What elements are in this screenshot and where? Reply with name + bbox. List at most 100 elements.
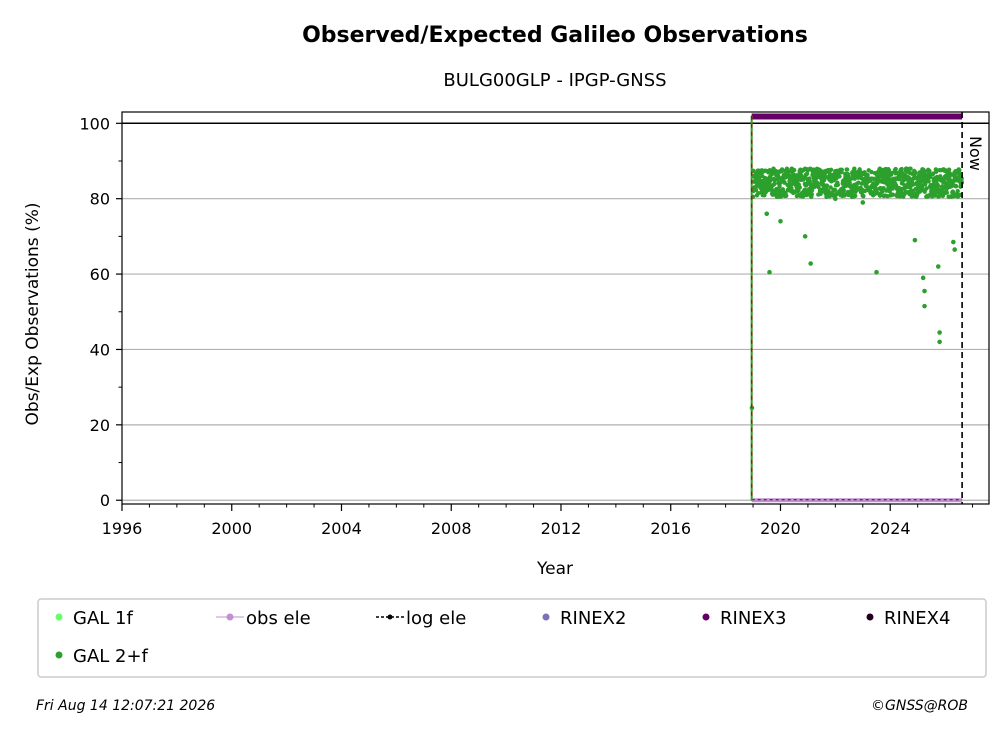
legend-item: GAL 1f — [55, 608, 133, 629]
gal2f-point — [913, 170, 918, 176]
x-tick-label: 2024 — [870, 519, 911, 538]
gal2f-point — [809, 187, 815, 193]
gal2f-point — [935, 183, 941, 188]
x-tick-label: 2016 — [650, 519, 691, 538]
gal2f-point — [948, 172, 953, 178]
gal2f-point — [811, 167, 816, 172]
gal2f-point — [952, 247, 958, 252]
legend-label: GAL 2+f — [73, 646, 149, 667]
gal2f-point — [852, 166, 857, 171]
footer-timestamp: Fri Aug 14 12:07:21 2026 — [36, 698, 215, 714]
gal2f-point — [772, 188, 778, 194]
chart-subtitle: BULG00GLP - IPGP-GNSS — [443, 70, 666, 91]
gal2f-point — [890, 192, 896, 197]
legend-marker — [702, 613, 710, 621]
legend-item: GAL 2+f — [55, 646, 149, 667]
gal2f-point — [946, 167, 952, 172]
legend-item: log ele — [376, 608, 466, 629]
gal2f-point — [841, 188, 847, 193]
gal2f-point — [818, 191, 823, 197]
gal2f-point — [899, 166, 904, 172]
gal2f-point — [920, 275, 926, 281]
gal2f-point — [955, 188, 960, 194]
gal2f-point — [832, 187, 838, 193]
legend-label: RINEX2 — [560, 608, 626, 629]
legend-marker — [226, 613, 234, 621]
gal2f-series — [749, 166, 965, 411]
gal2f-point — [861, 193, 866, 199]
gal2f-point — [797, 185, 802, 190]
gal2f-point — [753, 187, 759, 193]
gal2f-point — [906, 175, 912, 181]
gal2f-point — [893, 166, 898, 172]
legend-label: log ele — [406, 608, 466, 629]
gal2f-point — [805, 177, 811, 183]
gal2f-point — [753, 173, 759, 179]
gal2f-point — [772, 181, 777, 187]
gal2f-point — [800, 194, 806, 199]
gal2f-point — [808, 261, 813, 266]
gal2f-point — [844, 167, 850, 172]
gal2f-point — [942, 185, 948, 190]
legend-label: obs ele — [246, 608, 311, 629]
gal2f-point — [937, 330, 942, 335]
gal2f-point — [874, 177, 879, 183]
gal2f-point — [897, 176, 902, 182]
gal2f-point — [935, 264, 941, 269]
gal2f-point — [889, 170, 894, 176]
legend-marker — [55, 651, 63, 659]
gal2f-point — [824, 183, 830, 188]
gal2f-point — [815, 180, 820, 186]
gal2f-point — [937, 339, 942, 345]
gal2f-point — [880, 189, 885, 194]
gal2f-point — [927, 168, 932, 174]
gal2f-point — [837, 174, 842, 179]
gal2f-point — [929, 188, 934, 194]
gal2f-point — [922, 303, 927, 309]
gal2f-point — [853, 193, 858, 199]
gal2f-point — [956, 177, 962, 183]
y-tick-label: 100 — [79, 114, 110, 133]
gal2f-point — [915, 181, 920, 186]
gal2f-point — [933, 169, 939, 174]
gal2f-point — [881, 185, 886, 191]
legend-item: RINEX4 — [866, 608, 950, 629]
legend-marker — [542, 613, 550, 621]
gal2f-point — [924, 186, 929, 191]
gal2f-point — [791, 167, 797, 173]
gal2f-point — [944, 190, 949, 195]
x-tick-label: 2000 — [211, 519, 252, 538]
gal2f-point — [833, 196, 838, 201]
gal2f-point — [887, 185, 893, 190]
x-tick-label: 2020 — [760, 519, 801, 538]
gal2f-point — [922, 182, 928, 187]
gal2f-point — [957, 167, 962, 173]
x-axis-label: Year — [536, 559, 573, 579]
gal2f-point — [842, 191, 847, 197]
x-tick-label: 2004 — [321, 519, 362, 538]
gal2f-point — [951, 239, 956, 245]
gal2f-point — [849, 176, 854, 181]
gal2f-point — [919, 184, 925, 189]
gal2f-point — [835, 182, 841, 187]
x-tick-label: 2008 — [431, 519, 472, 538]
y-axis-label: Obs/Exp Observations (%) — [23, 203, 43, 426]
gal2f-point — [860, 200, 866, 205]
gal2f-point — [901, 177, 907, 183]
gal2f-point — [809, 192, 815, 197]
gal2f-point — [856, 180, 861, 185]
legend-marker — [387, 614, 393, 620]
legend-label: RINEX3 — [720, 608, 786, 629]
plot-area: 0 20 40 60 80 100 1996 2000 2004 2008 2012 2016 2020… — [79, 112, 989, 538]
y-tick-label: 0 — [100, 491, 110, 510]
plot-frame — [121, 111, 990, 505]
chart-title: Observed/Expected Galileo Observations — [302, 23, 808, 48]
x-tick-label: 2012 — [541, 519, 582, 538]
gal2f-point — [865, 172, 870, 178]
y-tick-label: 60 — [90, 265, 110, 284]
gal2f-point — [922, 288, 927, 294]
legend-item: RINEX3 — [702, 608, 786, 629]
gal2f-point — [928, 174, 933, 180]
gal2f-point — [869, 169, 874, 175]
gal2f-point — [767, 269, 772, 275]
